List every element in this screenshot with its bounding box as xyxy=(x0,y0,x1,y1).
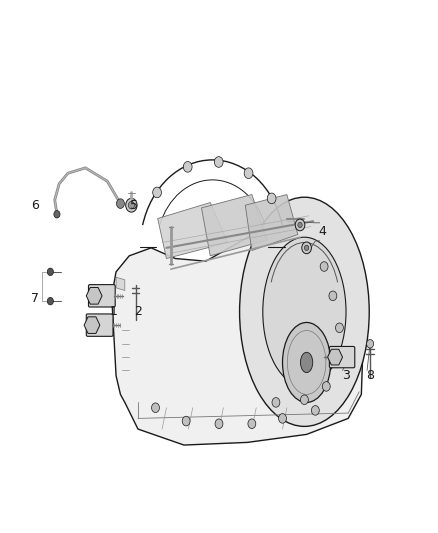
Circle shape xyxy=(47,297,53,305)
Text: 1: 1 xyxy=(110,305,118,318)
FancyBboxPatch shape xyxy=(88,285,115,307)
FancyBboxPatch shape xyxy=(329,346,355,368)
Circle shape xyxy=(338,355,346,365)
Circle shape xyxy=(267,193,276,204)
Circle shape xyxy=(279,414,286,423)
Polygon shape xyxy=(245,195,298,251)
Text: 7: 7 xyxy=(31,292,39,305)
Ellipse shape xyxy=(300,352,313,373)
Circle shape xyxy=(367,340,374,348)
Circle shape xyxy=(322,382,330,391)
Text: 8: 8 xyxy=(366,369,374,382)
Circle shape xyxy=(215,419,223,429)
Polygon shape xyxy=(201,195,267,256)
Circle shape xyxy=(47,268,53,276)
Circle shape xyxy=(295,219,305,231)
Circle shape xyxy=(128,201,134,209)
Circle shape xyxy=(244,168,253,179)
Circle shape xyxy=(153,187,162,198)
Circle shape xyxy=(300,395,308,405)
Circle shape xyxy=(336,323,343,333)
Text: 2: 2 xyxy=(134,305,142,318)
Text: 6: 6 xyxy=(31,199,39,212)
Circle shape xyxy=(304,245,309,251)
Circle shape xyxy=(302,242,311,254)
Circle shape xyxy=(311,406,319,415)
Circle shape xyxy=(272,398,280,407)
Circle shape xyxy=(298,222,302,228)
Circle shape xyxy=(117,199,124,208)
Ellipse shape xyxy=(263,237,346,386)
Circle shape xyxy=(54,211,60,218)
Circle shape xyxy=(152,403,159,413)
Text: 3: 3 xyxy=(342,369,350,382)
Ellipse shape xyxy=(283,322,331,402)
Text: 5: 5 xyxy=(130,199,138,212)
Circle shape xyxy=(320,262,328,271)
Polygon shape xyxy=(116,277,125,290)
Circle shape xyxy=(214,157,223,167)
Circle shape xyxy=(184,161,192,172)
Polygon shape xyxy=(158,203,228,259)
Ellipse shape xyxy=(240,197,369,426)
Polygon shape xyxy=(112,221,364,445)
Circle shape xyxy=(126,198,137,212)
Text: 4: 4 xyxy=(318,225,326,238)
Circle shape xyxy=(248,419,256,429)
Circle shape xyxy=(182,416,190,426)
Circle shape xyxy=(329,291,337,301)
FancyBboxPatch shape xyxy=(86,314,113,336)
